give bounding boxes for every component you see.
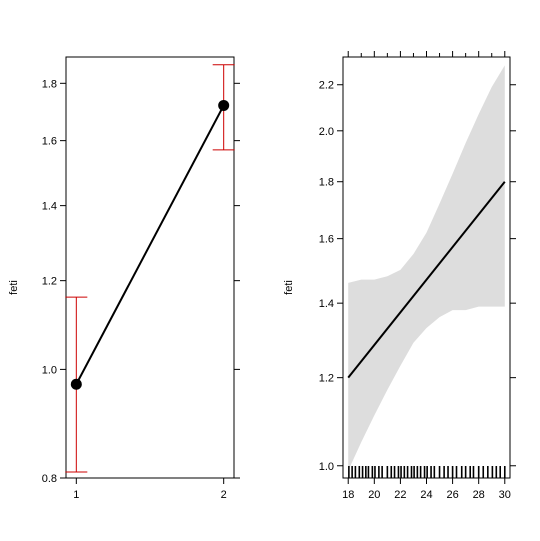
x-tick-label: 28 (473, 489, 485, 501)
y-tick-label: 1.4 (319, 298, 334, 310)
y-tick-label: 1.2 (42, 276, 57, 288)
y-tick-label: 1.6 (42, 136, 57, 148)
y-tick-label: 1.0 (42, 364, 57, 376)
x-tick-label: 30 (499, 489, 511, 501)
data-point (218, 99, 230, 111)
x-tick-label: 22 (394, 489, 406, 501)
y-tick-label: 1.8 (319, 177, 334, 189)
x-tick-label: 1 (73, 489, 79, 501)
y-tick-label: 1.8 (42, 78, 57, 90)
y-axis-label: feti (283, 280, 295, 295)
y-tick-label: 1.4 (42, 201, 57, 213)
x-tick-label: 24 (420, 489, 432, 501)
y-tick-label: 1.2 (319, 373, 334, 385)
confidence-band (348, 65, 505, 471)
y-tick-label: 1.0 (319, 461, 334, 473)
y-tick-label: 0.8 (42, 473, 57, 485)
right-panel: 1.0 1.2 1.4 1.6 1.8 2.0 2.2 18 20 22 24 26 28 30 feti (283, 51, 516, 501)
y-tick-label: 1.6 (319, 234, 334, 246)
y-tick-label: 2.0 (319, 126, 334, 138)
x-tick-label: 26 (446, 489, 458, 501)
y-axis-label: feti (8, 280, 20, 295)
fit-line (347, 181, 506, 379)
data-point (70, 378, 82, 390)
left-panel: 0.8 1.0 1.2 1.4 1.6 1.8 1 2 feti (8, 56, 240, 501)
y-tick-label: 2.2 (319, 80, 334, 92)
plot-frame (65, 56, 235, 479)
x-tick-label: 18 (342, 489, 354, 501)
effect-line-segment (75, 104, 225, 385)
x-tick-label: 2 (221, 489, 227, 501)
x-tick-label: 20 (368, 489, 380, 501)
